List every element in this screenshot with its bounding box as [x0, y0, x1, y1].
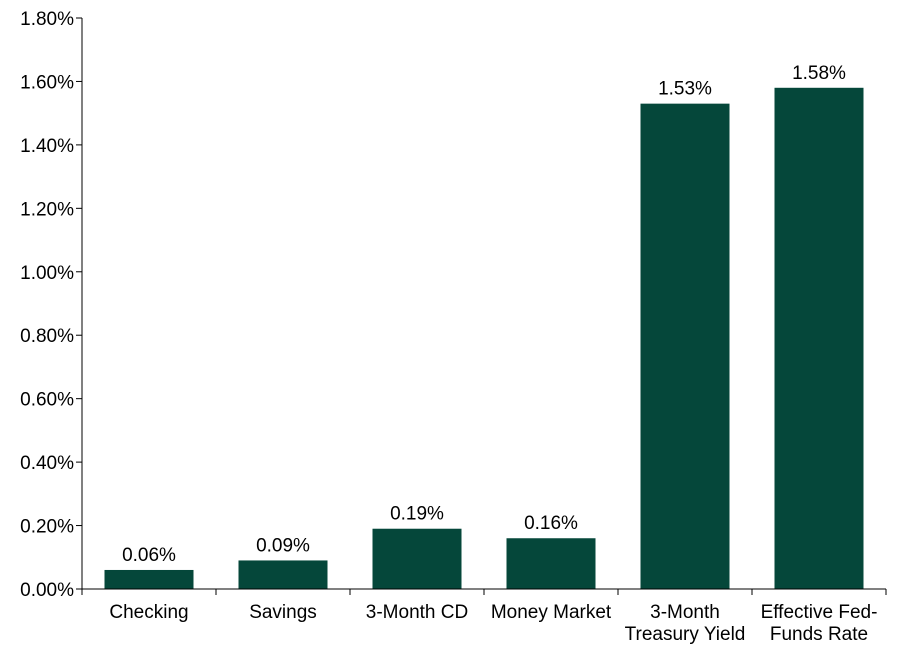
y-tick-label: 1.60%: [20, 72, 74, 93]
category-labels-group: Checking Savings 3-Month CD Money Market 3-M…: [109, 602, 877, 645]
bar: [104, 569, 194, 589]
category-label: Checking: [109, 602, 188, 623]
category-label-line: Treasury Yield: [625, 624, 746, 645]
bar-value-label: 1.53%: [658, 79, 712, 100]
y-tick-label: 1.20%: [20, 199, 74, 220]
category-label-line: 3-Month: [650, 602, 720, 623]
x-axis-ticks: [81, 589, 887, 595]
y-axis-ticks: 0.00% 0.20% 0.40% 0.60% 0.80% 1.00% 1.20% 1.40%…: [20, 9, 82, 601]
y-tick-label: 0.80%: [20, 326, 74, 347]
y-tick-label: 0.40%: [20, 453, 74, 474]
category-label: Money Market: [491, 602, 612, 623]
bar: [640, 103, 730, 590]
y-tick-label: 0.60%: [20, 390, 74, 411]
category-label: Effective Fed-Funds Rate: [761, 602, 878, 645]
y-tick-label: 0.20%: [20, 517, 74, 538]
bar-value-label: 0.09%: [256, 535, 310, 556]
category-label: 3-Month CD: [366, 602, 468, 623]
category-label-line: 3-Month CD: [366, 602, 468, 623]
y-tick-label: 1.00%: [20, 263, 74, 284]
category-label-line: Funds Rate: [770, 624, 868, 645]
category-label: 3-Month Treasury Yield: [625, 602, 746, 645]
category-label-line: Savings: [249, 602, 317, 623]
bar: [238, 560, 328, 589]
bar-value-label: 0.06%: [122, 545, 176, 566]
category-label: Savings: [249, 602, 317, 623]
bar: [372, 528, 462, 589]
y-tick-label: 0.00%: [20, 580, 74, 601]
bar-value-label: 1.58%: [792, 63, 846, 84]
category-label-line: Effective Fed-: [761, 602, 878, 623]
category-label-line: Money Market: [491, 602, 612, 623]
y-tick-label: 1.40%: [20, 136, 74, 157]
bar: [774, 87, 864, 590]
data-labels-group: 0.06% 0.09% 0.19% 0.16% 1.53% 1.58%: [122, 63, 846, 566]
category-label-line: Checking: [109, 602, 188, 623]
bar-value-label: 0.16%: [524, 513, 578, 534]
y-tick-label: 1.80%: [20, 9, 74, 30]
bar: [506, 538, 596, 589]
bars-group: [104, 87, 864, 590]
bar-value-label: 0.19%: [390, 504, 444, 525]
